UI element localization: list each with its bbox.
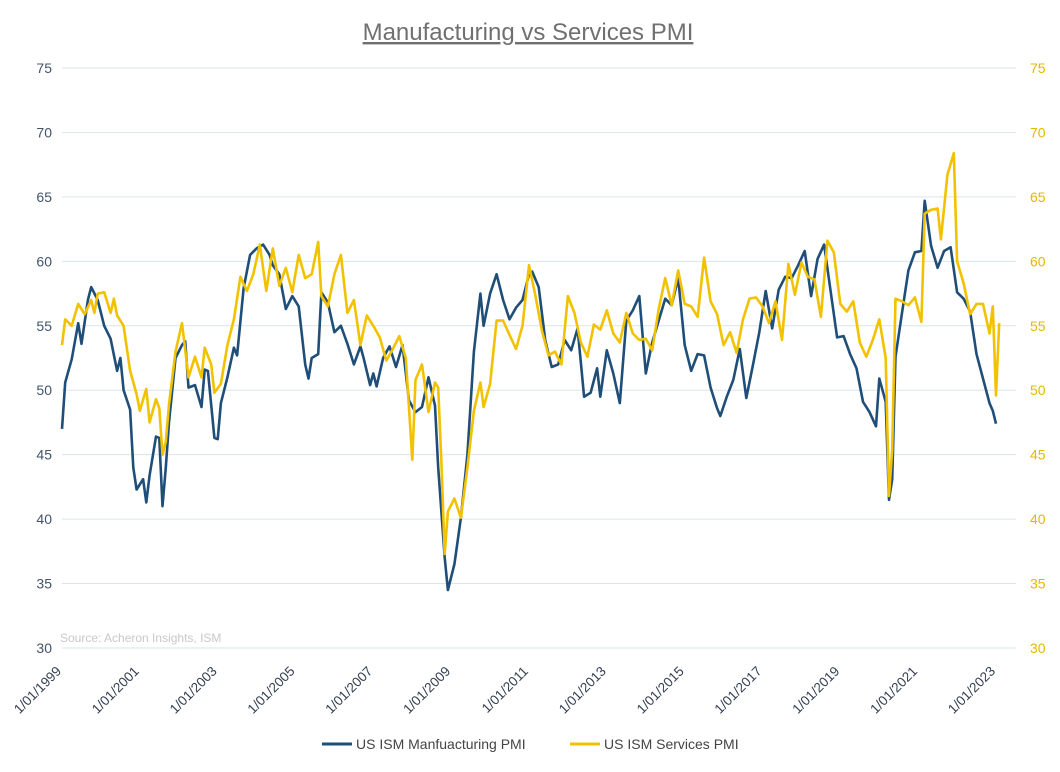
y-left-tick-label: 40 xyxy=(36,511,52,527)
x-tick-label: 1/01/2011 xyxy=(479,664,531,716)
chart-title: Manufacturing vs Services PMI xyxy=(363,19,694,46)
y-left-tick-label: 75 xyxy=(36,60,52,76)
y-right-tick-label: 55 xyxy=(1030,318,1046,334)
x-axis: 1/01/1999 1/01/2001 1/01/2003 1/01/2005 1/01… xyxy=(11,664,998,717)
y-right-tick-label: 75 xyxy=(1030,60,1046,76)
x-tick-label: 1/01/2005 xyxy=(245,664,298,717)
y-left-tick-label: 35 xyxy=(36,576,52,592)
series-group xyxy=(60,151,1001,592)
series-line-services xyxy=(60,151,1001,556)
y-left-tick-label: 55 xyxy=(36,318,52,334)
y-right-tick-label: 60 xyxy=(1030,253,1046,269)
y-left-tick-label: 65 xyxy=(36,189,52,205)
x-tick-label: 1/01/2023 xyxy=(945,664,998,717)
y-axis-left: 30 35 40 45 50 55 60 65 70 75 xyxy=(36,60,52,656)
x-tick-label: 1/01/2021 xyxy=(867,664,920,717)
x-tick-label: 1/01/2015 xyxy=(634,664,687,717)
legend: US ISM Manfuacturing PMI US ISM Services… xyxy=(322,736,739,752)
y-left-tick-label: 30 xyxy=(36,640,52,656)
grid xyxy=(62,67,1016,649)
y-left-tick-label: 50 xyxy=(36,382,52,398)
x-tick-label: 1/01/2007 xyxy=(322,664,375,717)
x-tick-label: 1/01/2013 xyxy=(556,664,609,717)
y-right-tick-label: 65 xyxy=(1030,189,1046,205)
y-left-tick-label: 45 xyxy=(36,447,52,463)
x-tick-label: 1/01/2001 xyxy=(89,664,142,717)
series-line-manufacturing xyxy=(60,199,998,592)
y-right-tick-label: 30 xyxy=(1030,640,1046,656)
y-right-tick-label: 70 xyxy=(1030,124,1046,140)
x-tick-label: 1/01/2017 xyxy=(712,664,765,717)
y-axis-right: 30 35 40 45 50 55 60 65 70 75 xyxy=(1030,60,1046,656)
x-tick-label: 1/01/2009 xyxy=(400,664,453,717)
y-left-tick-label: 70 xyxy=(36,124,52,140)
legend-label-services: US ISM Services PMI xyxy=(604,736,739,752)
y-right-tick-label: 40 xyxy=(1030,511,1046,527)
y-right-tick-label: 35 xyxy=(1030,576,1046,592)
x-tick-label: 1/01/2003 xyxy=(167,664,220,717)
legend-label-manufacturing: US ISM Manfuacturing PMI xyxy=(356,736,526,752)
y-right-tick-label: 45 xyxy=(1030,447,1046,463)
y-left-tick-label: 60 xyxy=(36,253,52,269)
x-tick-label: 1/01/2019 xyxy=(789,664,842,717)
y-right-tick-label: 50 xyxy=(1030,382,1046,398)
source-note: Source: Acheron Insights, ISM xyxy=(60,631,221,645)
x-tick-label: 1/01/1999 xyxy=(11,664,64,717)
